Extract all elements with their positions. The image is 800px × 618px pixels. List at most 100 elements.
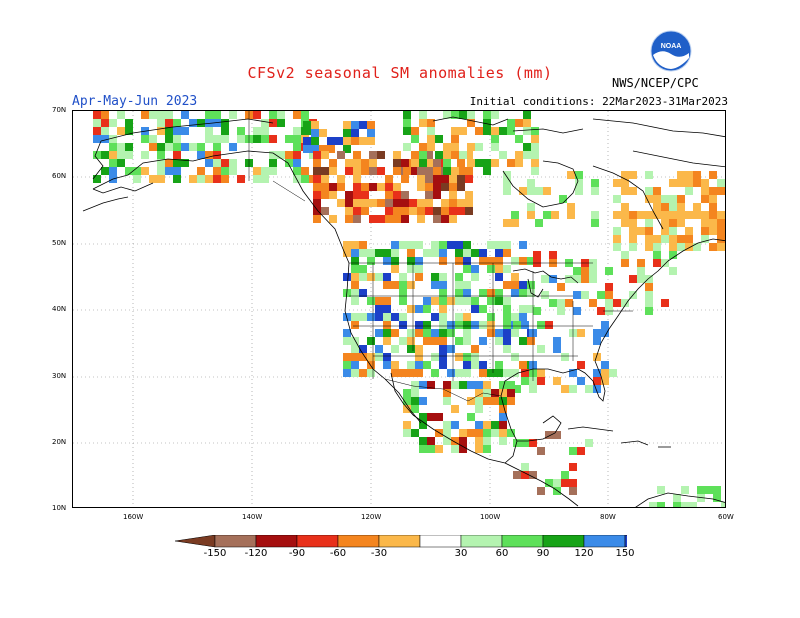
anomaly-cell bbox=[367, 249, 375, 257]
anomaly-cell bbox=[471, 361, 479, 369]
anomaly-cell bbox=[157, 167, 165, 175]
anomaly-cell bbox=[541, 291, 549, 299]
anomaly-cell bbox=[533, 251, 541, 259]
colorbar-swatch bbox=[460, 535, 503, 548]
anomaly-cell bbox=[701, 219, 709, 227]
anomaly-cell bbox=[361, 207, 369, 215]
anomaly-cell bbox=[261, 119, 269, 127]
anomaly-cell bbox=[351, 281, 359, 289]
anomaly-cell bbox=[569, 487, 577, 495]
anomaly-cell bbox=[523, 127, 531, 135]
anomaly-cell bbox=[629, 243, 637, 251]
anomaly-cell bbox=[541, 275, 549, 283]
anomaly-cell bbox=[443, 429, 451, 437]
anomaly-cell bbox=[213, 111, 221, 119]
anomaly-cell bbox=[465, 175, 473, 183]
anomaly-cell bbox=[343, 273, 351, 281]
colorbar-label: -60 bbox=[329, 548, 347, 559]
anomaly-cell bbox=[463, 289, 471, 297]
anomaly-cell bbox=[313, 215, 321, 223]
anomaly-cell bbox=[557, 307, 565, 315]
anomaly-cell bbox=[351, 137, 359, 145]
anomaly-cell bbox=[613, 243, 621, 251]
anomaly-cell bbox=[125, 119, 133, 127]
anomaly-cell bbox=[351, 273, 359, 281]
anomaly-cell bbox=[527, 281, 535, 289]
anomaly-cell bbox=[431, 313, 439, 321]
anomaly-cell bbox=[463, 353, 471, 361]
anomaly-cell bbox=[483, 389, 491, 397]
anomaly-cell bbox=[311, 121, 319, 129]
anomaly-cell bbox=[443, 397, 451, 405]
anomaly-cell bbox=[377, 199, 385, 207]
anomaly-cell bbox=[237, 175, 245, 183]
anomaly-cell bbox=[157, 159, 165, 167]
anomaly-cell bbox=[353, 175, 361, 183]
anomaly-cell bbox=[293, 151, 301, 159]
anomaly-cell bbox=[351, 257, 359, 265]
anomaly-cell bbox=[367, 121, 375, 129]
anomaly-cell bbox=[577, 377, 585, 385]
anomaly-cell bbox=[93, 127, 101, 135]
anomaly-cell bbox=[351, 121, 359, 129]
anomaly-cell bbox=[343, 329, 351, 337]
anomaly-cell bbox=[101, 135, 109, 143]
anomaly-cell bbox=[173, 175, 181, 183]
anomaly-cell bbox=[569, 479, 577, 487]
anomaly-cell bbox=[293, 167, 301, 175]
anomaly-cell bbox=[261, 175, 269, 183]
colorbar-label: -30 bbox=[370, 548, 388, 559]
noaa-logo-text: NOAA bbox=[661, 43, 682, 50]
anomaly-cell bbox=[567, 203, 575, 211]
anomaly-cell bbox=[475, 397, 483, 405]
anomaly-cell bbox=[409, 199, 417, 207]
anomaly-cell bbox=[661, 195, 669, 203]
anomaly-cell bbox=[491, 397, 499, 405]
anomaly-cell bbox=[693, 179, 701, 187]
colorbar-label: 150 bbox=[615, 548, 635, 559]
anomaly-cell bbox=[475, 429, 483, 437]
anomaly-cell bbox=[503, 369, 511, 377]
anomaly-cell bbox=[417, 207, 425, 215]
anomaly-cell bbox=[495, 297, 503, 305]
anomaly-cell bbox=[343, 129, 351, 137]
anomaly-cell bbox=[491, 111, 499, 119]
anomaly-cell bbox=[589, 267, 597, 275]
anomaly-cell bbox=[465, 199, 473, 207]
anomaly-cell bbox=[253, 175, 261, 183]
anomaly-cell bbox=[569, 447, 577, 455]
anomaly-cell bbox=[575, 179, 583, 187]
anomaly-cell bbox=[303, 145, 311, 153]
anomaly-cell bbox=[425, 159, 433, 167]
anomaly-cell bbox=[383, 361, 391, 369]
anomaly-cell bbox=[701, 211, 709, 219]
anomaly-cell bbox=[573, 267, 581, 275]
anomaly-cell bbox=[403, 143, 411, 151]
anomaly-cell bbox=[529, 471, 537, 479]
anomaly-cell bbox=[503, 345, 511, 353]
anomaly-cell bbox=[637, 267, 645, 275]
anomaly-cell bbox=[669, 203, 677, 211]
anomaly-cell bbox=[359, 241, 367, 249]
anomaly-cell bbox=[351, 345, 359, 353]
anomaly-cell bbox=[503, 313, 511, 321]
anomaly-cell bbox=[521, 377, 529, 385]
anomaly-cell bbox=[435, 151, 443, 159]
anomaly-cell bbox=[403, 167, 411, 175]
anomaly-cell bbox=[353, 199, 361, 207]
lat-label-50n: 50N bbox=[52, 239, 67, 247]
anomaly-cell bbox=[499, 397, 507, 405]
anomaly-cell bbox=[433, 167, 441, 175]
anomaly-cell bbox=[415, 361, 423, 369]
anomaly-cell bbox=[511, 329, 519, 337]
anomaly-cell bbox=[415, 329, 423, 337]
anomaly-cell bbox=[459, 127, 467, 135]
anomaly-cell bbox=[705, 486, 713, 494]
anomaly-cell bbox=[431, 369, 439, 377]
anomaly-cell bbox=[391, 249, 399, 257]
anomaly-cell bbox=[621, 299, 629, 307]
map-canvas bbox=[73, 111, 725, 507]
anomaly-cell bbox=[709, 227, 717, 235]
anomaly-cell bbox=[475, 159, 483, 167]
anomaly-cell bbox=[447, 321, 455, 329]
